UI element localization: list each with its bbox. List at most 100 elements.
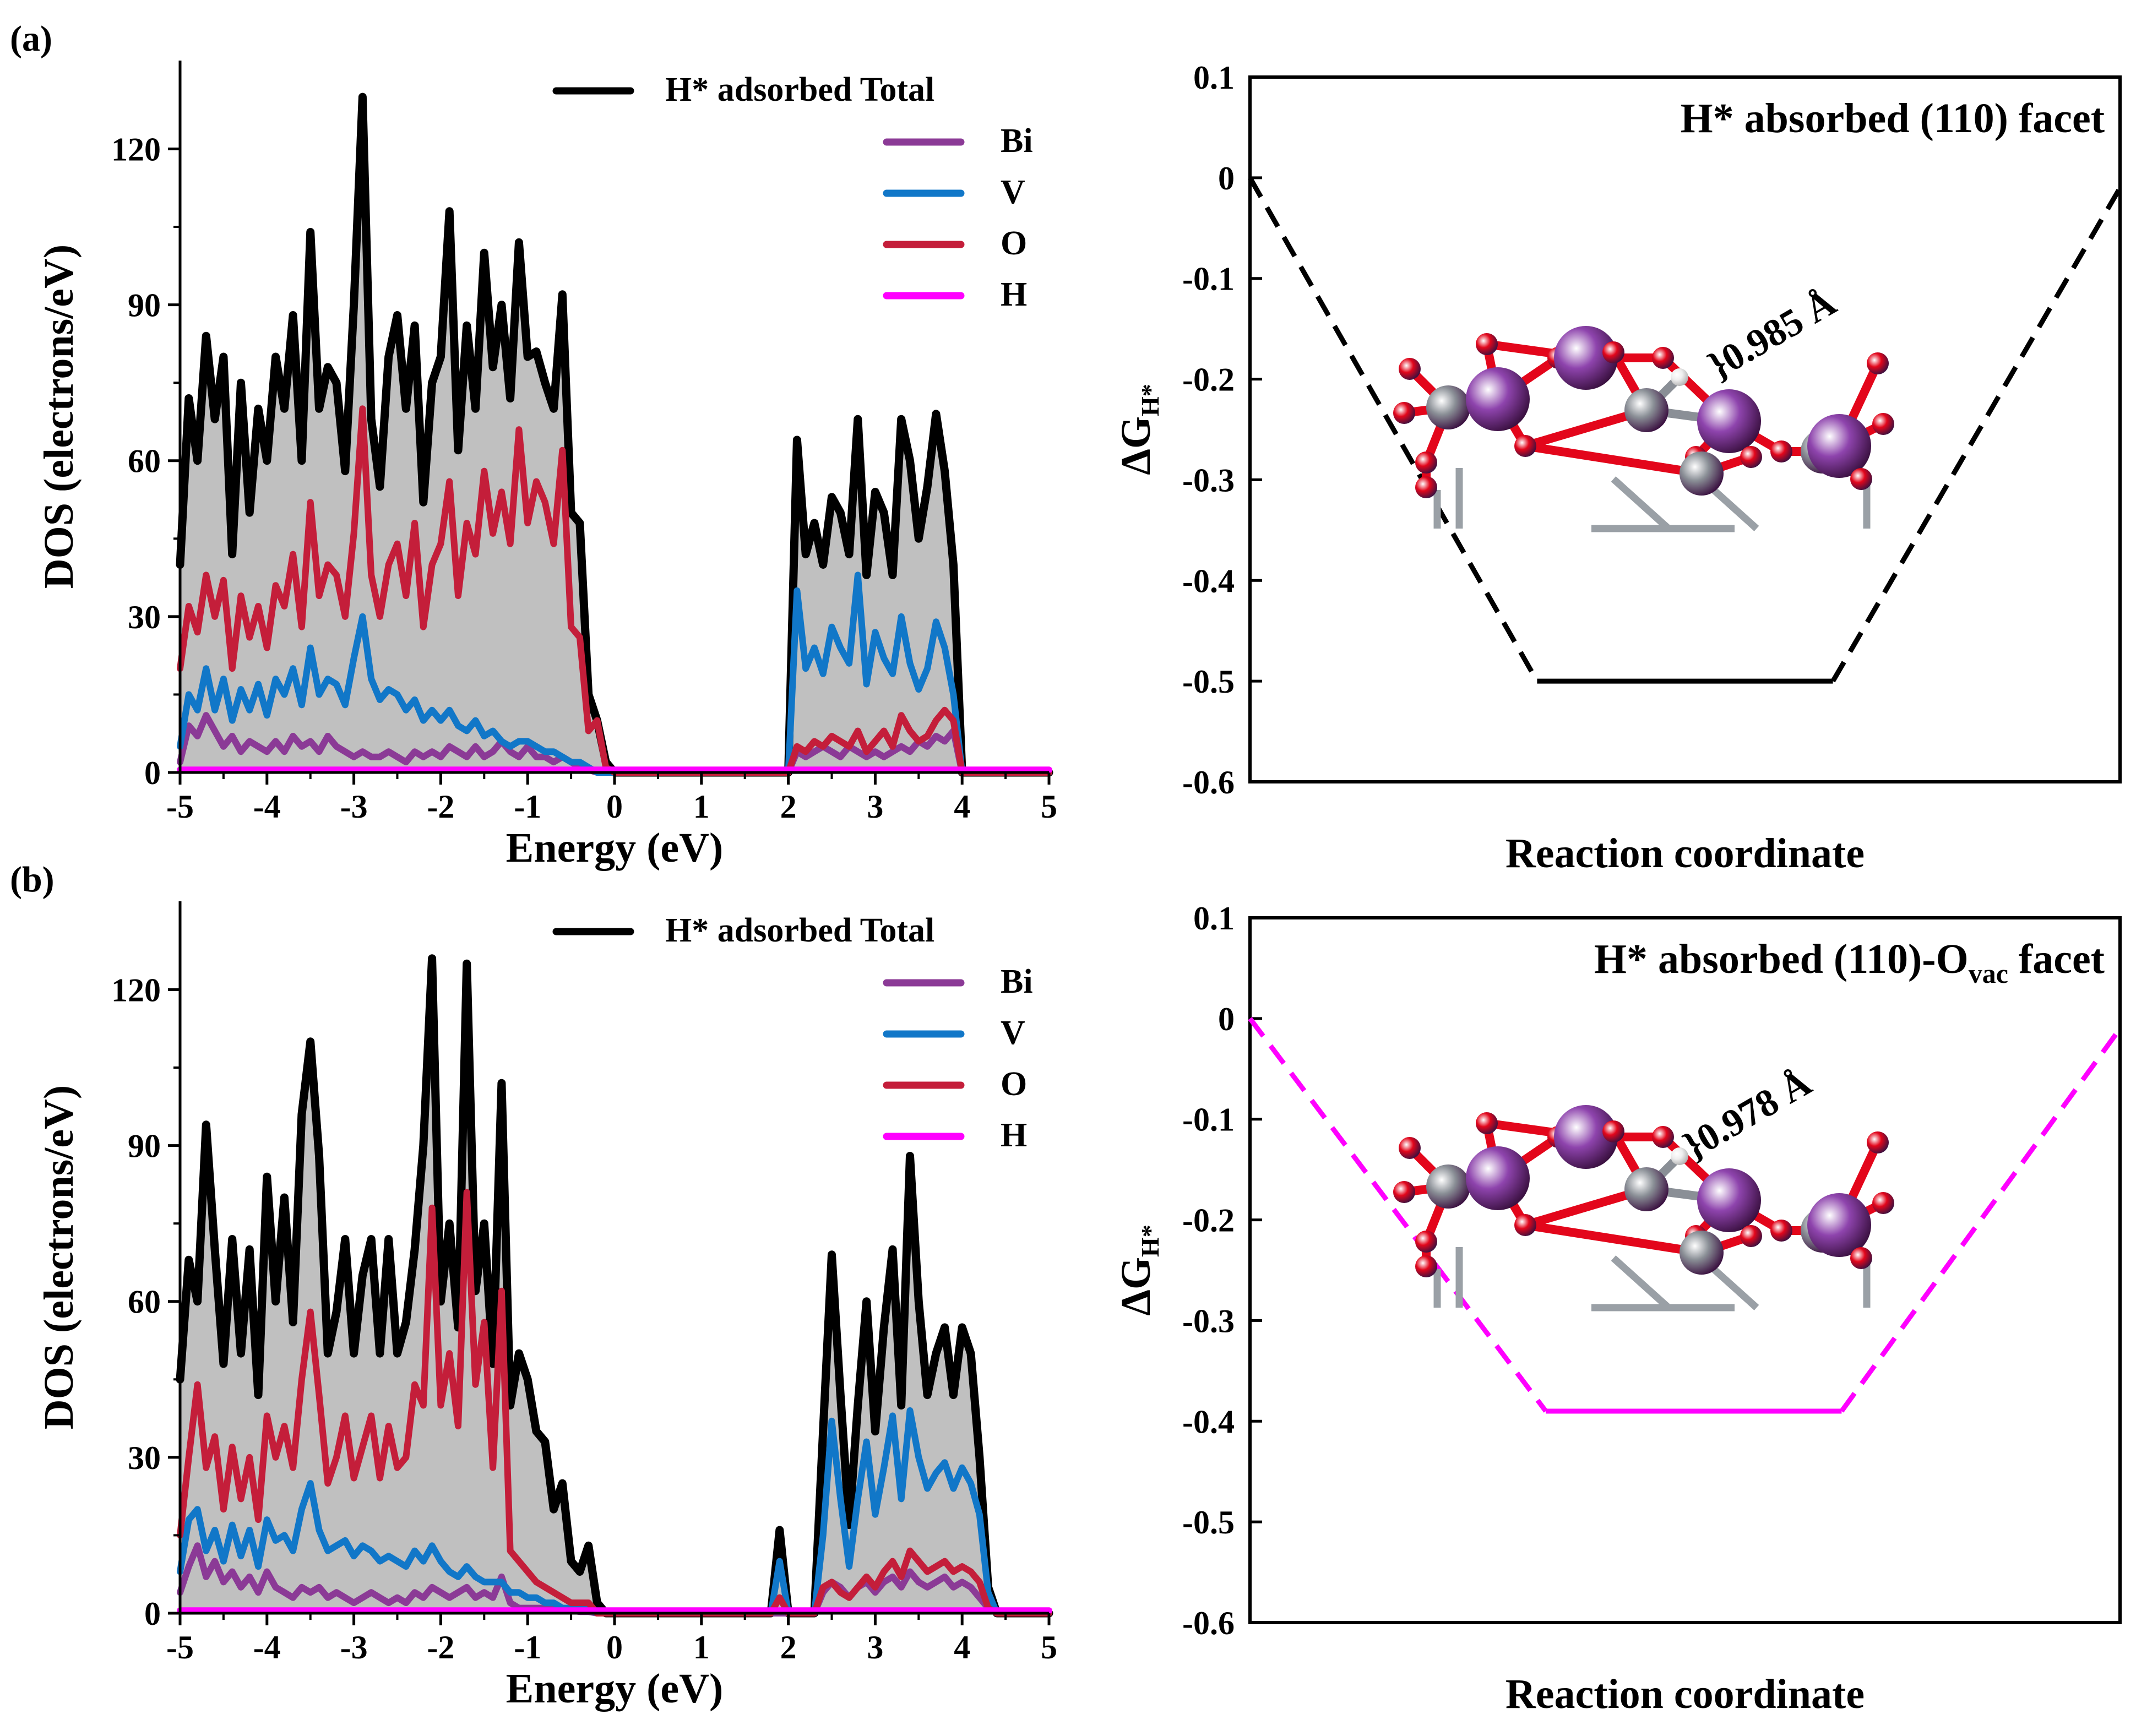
x-tick-label: -4 — [253, 1629, 281, 1666]
bismuth-atom — [1807, 1193, 1871, 1257]
y-tick-label: 120 — [111, 972, 161, 1008]
oxygen-atom — [1770, 440, 1792, 462]
dos-series-v — [177, 572, 1052, 776]
y-tick-label: 0.1 — [1193, 59, 1235, 96]
bismuth-atom — [1466, 367, 1530, 431]
y-tick-label: 60 — [128, 443, 161, 480]
gibbs-chart-a: 0.1 0 -0.1 -0.2 -0.3 -0.4 -0.5 -0.6 H* absorbed … — [1113, 59, 2122, 877]
dos-series-o — [177, 405, 1052, 776]
x-tick-label: -1 — [514, 1629, 541, 1666]
oxygen-atom — [1476, 1112, 1498, 1134]
energy-path-dashed — [1830, 186, 2122, 683]
dos-series-h-adsorbed-total — [176, 954, 1053, 1618]
plot-title-subscript: vac — [1969, 958, 2008, 989]
oxygen-atom — [1867, 1131, 1889, 1153]
oxygen-atom — [1602, 1120, 1624, 1142]
oxygen-atom — [1872, 413, 1894, 435]
oxygen-atom — [1850, 468, 1872, 490]
bismuth-atom — [1697, 389, 1761, 453]
x-tick-label: -4 — [253, 788, 281, 825]
energy-path-dashed — [1839, 1027, 2122, 1413]
y-axis-title: ΔGH* — [1113, 1225, 1164, 1316]
oxygen-atom — [1415, 1255, 1437, 1277]
x-tick-label: 5 — [1041, 788, 1057, 825]
x-tick-label: 3 — [867, 788, 883, 825]
y-tick-label: -0.5 — [1182, 1504, 1235, 1541]
legend-label: V — [1001, 173, 1025, 211]
bismuth-atom — [1697, 1168, 1761, 1232]
y-axis-title-subscript: H* — [1136, 1225, 1164, 1257]
oxygen-atom — [1514, 435, 1536, 457]
molecule-bond — [1611, 1255, 1671, 1310]
y-tick-label: 120 — [111, 131, 161, 167]
legend-label: H — [1001, 276, 1027, 313]
oxygen-atom — [1393, 1181, 1415, 1203]
y-tick-label: 0 — [1218, 1001, 1235, 1037]
plot-title-suffix: facet — [2008, 936, 2105, 982]
y-axis-title-main: ΔG — [1113, 416, 1159, 475]
legend-label: Bi — [1001, 122, 1033, 160]
y-tick-label: 90 — [128, 287, 161, 324]
y-tick-label: 60 — [128, 1284, 161, 1320]
dos-series-bi — [177, 1542, 1052, 1617]
plot-title-main: H* absorbed (110) facet — [1681, 95, 2105, 142]
x-axis-title: Energy (eV) — [506, 1666, 724, 1712]
oxygen-atom — [1850, 1247, 1872, 1269]
gibbs-chart-b: 0.1 0 -0.1 -0.2 -0.3 -0.4 -0.5 -0.6 H* absorbed … — [1113, 900, 2122, 1717]
x-tick-label: -5 — [166, 788, 194, 825]
x-tick-label: 1 — [693, 1629, 710, 1666]
plot-title-main: H* absorbed (110)-O — [1594, 936, 1969, 982]
bond-length-label: }0.985 Å — [1702, 281, 1844, 387]
bismuth-atom — [1466, 1146, 1530, 1210]
oxygen-atom — [1867, 352, 1889, 374]
y-axis-title: DOS (electrons/eV) — [36, 244, 82, 589]
x-tick-label: 4 — [954, 788, 970, 825]
dos-series-v — [177, 1407, 1052, 1617]
oxygen-atom — [1652, 347, 1674, 369]
x-tick-label: 0 — [606, 1629, 623, 1666]
dos-chart-a: -5 -4 -3 -2 -1 0 1 2 3 4 5 0 30 60 90 120 Energy (eV) DOS… — [36, 61, 1057, 871]
vanadium-atom — [1426, 1164, 1470, 1209]
y-tick-label: -0.6 — [1182, 1605, 1235, 1641]
oxygen-atom — [1652, 1126, 1674, 1148]
x-tick-label: 2 — [780, 788, 797, 825]
panel-label: (a) — [10, 19, 52, 59]
x-tick-label: -2 — [427, 1629, 454, 1666]
vanadium-atom — [1426, 385, 1470, 429]
x-tick-label: 2 — [780, 1629, 797, 1666]
x-tick-label: -3 — [340, 788, 368, 825]
y-tick-label: -0.5 — [1182, 663, 1235, 700]
plot-frame — [1248, 916, 2122, 1624]
legend-label: O — [1001, 1065, 1027, 1103]
plot-title: H* absorbed (110) facet — [1681, 95, 2105, 142]
oxygen-atom — [1415, 1231, 1437, 1253]
x-axis-title: Energy (eV) — [506, 825, 724, 871]
y-axis-title: ΔGH* — [1113, 384, 1164, 475]
oxygen-atom — [1602, 341, 1624, 363]
oxygen-atom — [1514, 1214, 1536, 1236]
bismuth-atom — [1554, 1105, 1618, 1169]
molecule-bond — [1611, 476, 1671, 531]
y-axis-title-subscript: H* — [1136, 384, 1164, 416]
oxygen-atom — [1476, 333, 1498, 355]
y-tick-label: -0.2 — [1182, 1202, 1235, 1239]
y-tick-label: 0 — [144, 1596, 161, 1632]
y-tick-label: -0.4 — [1182, 1403, 1235, 1440]
legend-label: V — [1001, 1014, 1025, 1052]
x-axis-title: Reaction coordinate — [1505, 1671, 1865, 1717]
dos-fill-h-adsorbed-total — [180, 97, 1049, 773]
x-tick-label: 1 — [693, 788, 710, 825]
hydrogen-atom — [1671, 368, 1688, 386]
oxygen-atom — [1770, 1220, 1792, 1242]
x-tick-label: 3 — [867, 1629, 883, 1666]
dos-series-o — [177, 1189, 1052, 1617]
y-tick-label: 90 — [128, 1128, 161, 1164]
hydrogen-atom — [1671, 1147, 1688, 1165]
legend-label: H — [1001, 1117, 1027, 1154]
x-tick-label: -2 — [427, 788, 454, 825]
y-tick-label: 30 — [128, 1440, 161, 1476]
panel-label: (b) — [10, 859, 55, 900]
x-tick-label: -1 — [514, 788, 541, 825]
legend-label: Bi — [1001, 963, 1033, 1000]
molecule-bond — [1524, 1221, 1703, 1257]
